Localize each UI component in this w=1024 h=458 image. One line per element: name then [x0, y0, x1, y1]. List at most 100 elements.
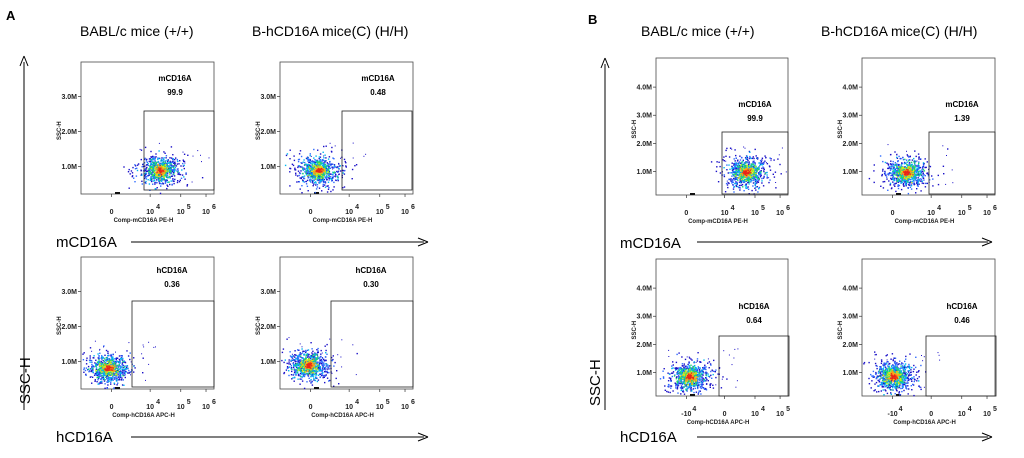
- event-dot: [166, 167, 169, 169]
- event-dot: [300, 362, 302, 364]
- event-dot: [318, 364, 320, 366]
- event-dot: [744, 170, 746, 172]
- event-dot: [167, 169, 169, 171]
- outlier-dot: [148, 160, 150, 162]
- event-dot: [739, 155, 741, 157]
- event-dot: [344, 169, 346, 172]
- event-dot: [326, 365, 328, 367]
- event-dot: [731, 180, 733, 183]
- event-dot: [752, 185, 754, 187]
- event-dot: [332, 157, 334, 159]
- event-dot: [739, 174, 741, 177]
- event-dot: [101, 357, 104, 360]
- event-dot: [886, 162, 888, 164]
- event-dot: [325, 175, 328, 177]
- event-dot: [106, 360, 108, 363]
- event-dot: [908, 162, 911, 164]
- event-dot: [307, 368, 309, 371]
- event-dot: [113, 377, 116, 379]
- event-dot: [303, 360, 305, 362]
- event-dot: [305, 172, 307, 174]
- event-dot: [726, 147, 728, 150]
- outlier-dot: [363, 155, 365, 157]
- event-dot: [311, 169, 314, 171]
- event-dot: [170, 146, 173, 148]
- event-dot: [149, 157, 152, 160]
- event-dot: [894, 151, 896, 153]
- event-dot: [314, 373, 316, 375]
- event-dot: [286, 366, 289, 368]
- event-dot: [149, 158, 151, 160]
- event-dot: [170, 173, 172, 175]
- event-dot: [321, 360, 323, 362]
- event-dot: [328, 179, 330, 181]
- outlier-dot: [730, 147, 732, 149]
- event-dot: [322, 162, 324, 164]
- event-dot: [304, 161, 306, 164]
- event-dot: [754, 163, 756, 165]
- event-dot: [315, 170, 317, 172]
- event-dot: [756, 178, 759, 180]
- event-dot: [319, 156, 322, 158]
- event-dot: [121, 377, 123, 379]
- event-dot: [85, 374, 87, 376]
- event-dot: [159, 178, 161, 180]
- event-dot: [118, 377, 121, 379]
- event-dot: [111, 357, 113, 359]
- event-dot: [305, 170, 308, 172]
- x-tick-label: 10: [721, 210, 729, 217]
- event-dot: [172, 178, 174, 180]
- event-dot: [149, 172, 151, 175]
- event-dot: [303, 159, 305, 161]
- event-dot: [318, 169, 321, 172]
- event-dot: [316, 364, 319, 367]
- event-dot: [105, 372, 107, 374]
- y-tick-label: 4.0M: [842, 85, 858, 92]
- event-dot: [330, 164, 332, 167]
- event-dot: [746, 155, 748, 158]
- event-dot: [916, 188, 918, 190]
- event-dot: [118, 355, 121, 357]
- event-dot: [166, 175, 168, 177]
- event-dot: [152, 165, 155, 168]
- outlier-dot: [288, 337, 290, 339]
- event-dot: [104, 374, 106, 377]
- event-dot: [758, 167, 760, 169]
- x-tick-exponent: 5: [187, 204, 191, 211]
- event-dot: [101, 382, 103, 384]
- event-dot: [318, 164, 320, 166]
- event-dot: [748, 177, 750, 180]
- event-dot: [160, 168, 163, 171]
- event-dot: [109, 366, 112, 368]
- event-dot: [323, 169, 325, 171]
- event-dot: [739, 167, 741, 169]
- event-dot: [85, 359, 88, 362]
- event-dot: [313, 181, 316, 184]
- event-dot: [169, 171, 171, 173]
- event-dot: [741, 173, 743, 175]
- event-dot: [118, 364, 120, 366]
- event-dot: [110, 383, 112, 385]
- event-dot: [289, 158, 291, 160]
- event-dot: [158, 179, 160, 181]
- event-dot: [320, 349, 322, 352]
- event-dot: [312, 167, 314, 170]
- event-dot: [97, 383, 99, 385]
- event-dot: [94, 372, 96, 375]
- event-dot: [319, 180, 322, 182]
- event-dot: [882, 168, 884, 171]
- event-dot: [167, 159, 169, 161]
- event-dot: [343, 186, 346, 188]
- event-dot: [753, 164, 755, 166]
- event-dot: [323, 366, 325, 369]
- event-dot: [98, 373, 100, 376]
- event-dot: [306, 364, 308, 366]
- event-dot: [122, 357, 124, 360]
- event-dot: [163, 160, 165, 163]
- event-dot: [171, 183, 173, 186]
- event-dot: [307, 171, 310, 173]
- event-dot: [774, 171, 777, 173]
- event-dot: [741, 184, 744, 186]
- event-dot: [183, 160, 186, 163]
- event-dot: [110, 379, 113, 382]
